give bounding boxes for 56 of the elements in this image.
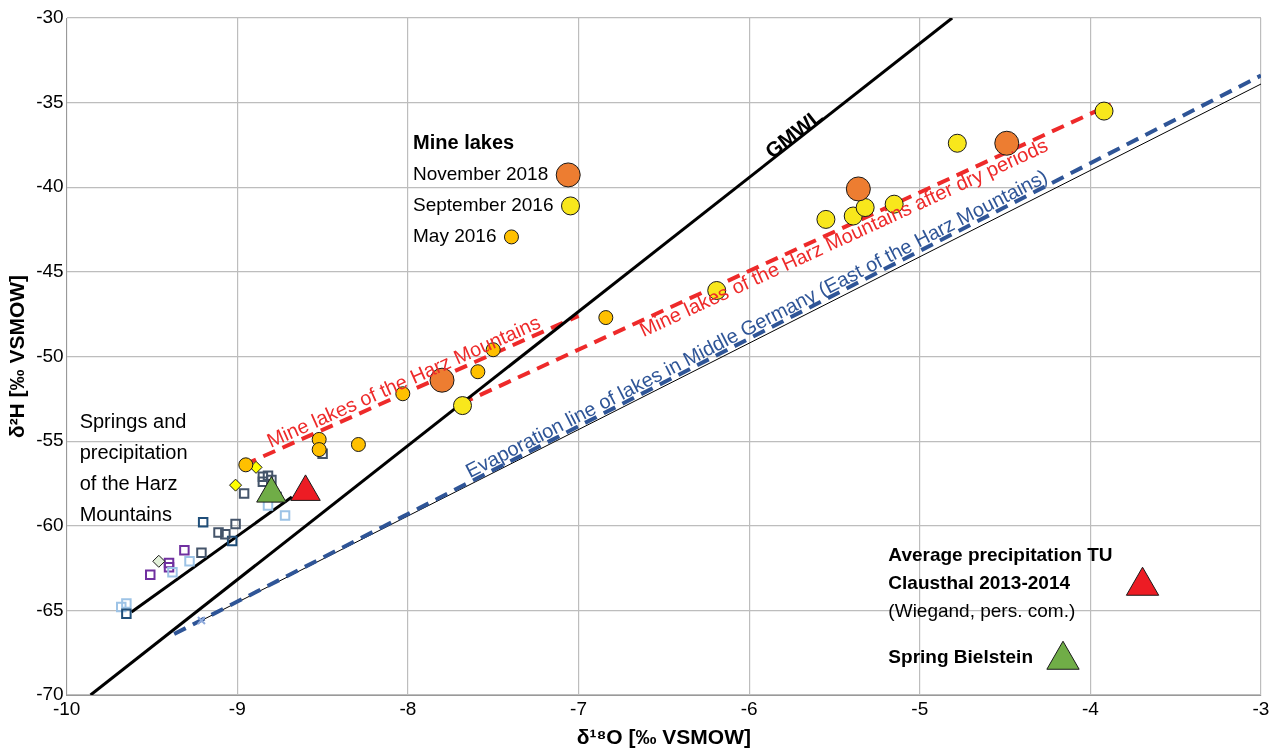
legend-label: September 2016 [413, 194, 554, 216]
legend-label: Average precipitation TU Clausthal 2013-2014 (Wiegand, pers. com.) [888, 544, 1113, 622]
x-tick-label: -5 [911, 697, 929, 719]
x-tick-label: -8 [399, 697, 417, 719]
x-tick-label: -3 [1252, 697, 1270, 719]
point [1094, 101, 1114, 121]
y-tick-label: -35 [36, 90, 64, 112]
legend-label: Spring Bielstein [888, 646, 1034, 668]
point [226, 535, 238, 547]
point [220, 528, 231, 540]
y-tick-label: -30 [36, 6, 64, 28]
x-tick-label: -9 [228, 697, 246, 719]
y-tick-label: -45 [36, 260, 64, 282]
point [279, 510, 291, 521]
point [262, 470, 274, 482]
y-axis-title: δ²H [‰ VSMOW] [5, 274, 29, 439]
point [947, 133, 967, 153]
legend-label: November 2018 [413, 163, 549, 185]
legend-label: May 2016 [413, 225, 497, 247]
point [167, 567, 178, 578]
point [350, 437, 366, 453]
point [311, 442, 327, 458]
x-tick-label: -7 [570, 697, 587, 719]
x-tick-label: -6 [740, 697, 758, 719]
series-label: Springs and precipitation of the Harz Mountains [79, 410, 188, 525]
point [116, 601, 127, 613]
point [121, 608, 132, 619]
point [229, 478, 243, 492]
point [230, 518, 241, 530]
y-tick-label: -55 [36, 429, 64, 451]
legend-title: Mine lakes [413, 131, 515, 154]
point [213, 527, 224, 538]
y-tick-label: -65 [36, 598, 64, 620]
y-tick-label: -50 [36, 344, 64, 366]
point [145, 569, 156, 581]
point [184, 556, 195, 567]
point [121, 598, 132, 609]
point [598, 310, 614, 326]
point [163, 561, 175, 573]
x-tick-label: -4 [1081, 697, 1100, 719]
x-axis-title: δ¹⁸O [‰ VSMOW] [576, 725, 751, 749]
point [197, 517, 209, 528]
y-tick-label: -60 [36, 513, 64, 535]
point [845, 176, 871, 202]
point [163, 557, 175, 569]
point [179, 545, 190, 556]
point [453, 396, 472, 416]
point [196, 547, 207, 559]
point [196, 615, 206, 626]
point [257, 471, 269, 482]
point [238, 488, 250, 499]
point [238, 457, 254, 473]
point [257, 476, 269, 487]
point [152, 554, 166, 568]
y-tick-label: -40 [36, 175, 64, 197]
point [470, 364, 486, 380]
